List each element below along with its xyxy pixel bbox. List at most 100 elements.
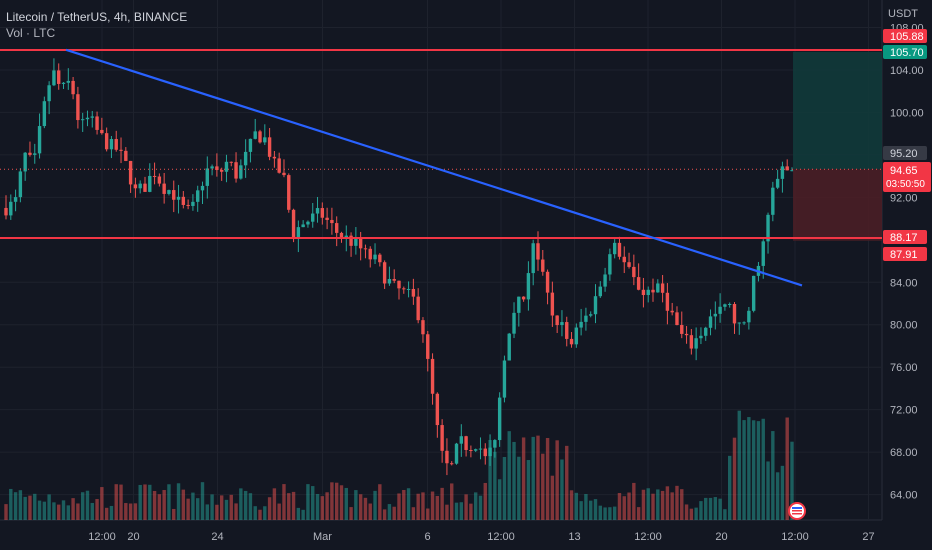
volume-bar	[378, 484, 382, 520]
volume-bar	[632, 482, 636, 520]
volume-bar	[675, 485, 679, 520]
candle-body	[13, 197, 18, 202]
candle-body	[128, 160, 133, 185]
flag-stripe	[792, 507, 802, 509]
volume-bar	[358, 494, 363, 520]
candle-body	[392, 279, 396, 281]
volume-bar	[196, 498, 200, 520]
time-tick-label: 27	[862, 531, 874, 543]
candle-body	[612, 242, 617, 255]
volume-bar	[287, 493, 291, 520]
volume-bar	[699, 501, 703, 520]
volume-bar	[517, 456, 521, 520]
candle-body	[608, 254, 612, 275]
volume-bar	[128, 503, 133, 520]
candle-body	[330, 219, 334, 224]
candle-body	[627, 262, 631, 267]
price-tick-label: 72.00	[890, 405, 918, 417]
candle-body	[368, 248, 372, 260]
volume-bar	[325, 492, 329, 520]
candle-body	[18, 171, 23, 198]
volume-bar	[756, 421, 761, 520]
volume-bar	[622, 496, 626, 520]
candle-body	[363, 248, 368, 250]
volume-bar	[761, 418, 765, 520]
volume-bar	[579, 501, 583, 520]
volume-bar	[608, 507, 612, 520]
volume-bar	[181, 489, 186, 520]
candle-body	[718, 306, 722, 314]
volume-bar	[478, 495, 483, 520]
candle-body	[771, 187, 775, 215]
volume-bar	[28, 495, 32, 520]
candle-body	[306, 221, 310, 225]
candle-body	[358, 238, 363, 249]
volume-bar	[512, 441, 516, 520]
candle-body	[334, 223, 339, 233]
volume-bar	[4, 504, 8, 520]
profit-zone	[793, 51, 882, 170]
candle-body	[186, 204, 190, 206]
volume-bar	[541, 453, 545, 520]
candle-body	[61, 82, 66, 84]
volume-bar	[23, 496, 27, 520]
candle-body	[387, 279, 392, 284]
volume-bar	[560, 459, 564, 520]
volume-bar	[785, 417, 789, 520]
candle-body	[536, 243, 540, 260]
volume-bar	[603, 507, 607, 520]
volume-bar	[421, 492, 425, 520]
candle-body	[243, 151, 248, 166]
volume-bar	[234, 503, 238, 520]
candle-body	[699, 335, 703, 339]
candle-body	[689, 335, 694, 349]
candle-body	[521, 296, 526, 300]
candle-body	[200, 185, 205, 191]
candle-body	[584, 315, 588, 322]
candle-body	[473, 449, 478, 451]
volume-bar	[253, 506, 257, 520]
candle-body	[373, 254, 377, 260]
volume-bar	[751, 420, 756, 520]
time-tick-label: 12:00	[88, 531, 116, 543]
volume-bar	[320, 496, 325, 520]
volume-bar	[775, 472, 780, 520]
volume-bar	[258, 509, 262, 520]
stop-price-tag-text: 87.91	[890, 249, 918, 261]
volume-bar	[459, 502, 464, 520]
volume-bar	[708, 497, 713, 520]
candle-body	[402, 288, 406, 290]
candle-body	[641, 289, 646, 296]
candle-body	[646, 289, 650, 296]
stop-price-tag-bg	[883, 247, 927, 261]
volume-bar	[37, 500, 42, 520]
candle-body	[76, 94, 80, 121]
price-tick-label: 64.00	[890, 490, 918, 502]
candle-body	[229, 161, 233, 163]
volume-bar	[172, 508, 176, 520]
volume-bar	[406, 488, 411, 520]
volume-bar	[531, 436, 535, 520]
candle-body	[296, 227, 301, 239]
volume-bar	[301, 509, 305, 520]
candle-body	[133, 184, 138, 189]
volume-bar	[387, 504, 392, 520]
volume-bar	[536, 435, 540, 520]
candle-body	[565, 322, 569, 339]
volume-bar	[732, 437, 737, 520]
candle-body	[167, 190, 171, 194]
volume-bar	[469, 503, 473, 520]
volume-bar	[248, 493, 253, 520]
volume-bar	[497, 479, 502, 520]
candle-body	[315, 208, 320, 214]
volume-bar	[42, 501, 47, 520]
candle-body	[574, 327, 579, 345]
candle-body	[411, 288, 416, 297]
volume-bar	[124, 503, 128, 520]
volume-bar	[368, 503, 372, 520]
volume-bar	[445, 504, 449, 520]
candle-body	[224, 161, 229, 172]
volume-bar	[191, 492, 195, 520]
current-price-tag: 95.20	[883, 146, 927, 160]
